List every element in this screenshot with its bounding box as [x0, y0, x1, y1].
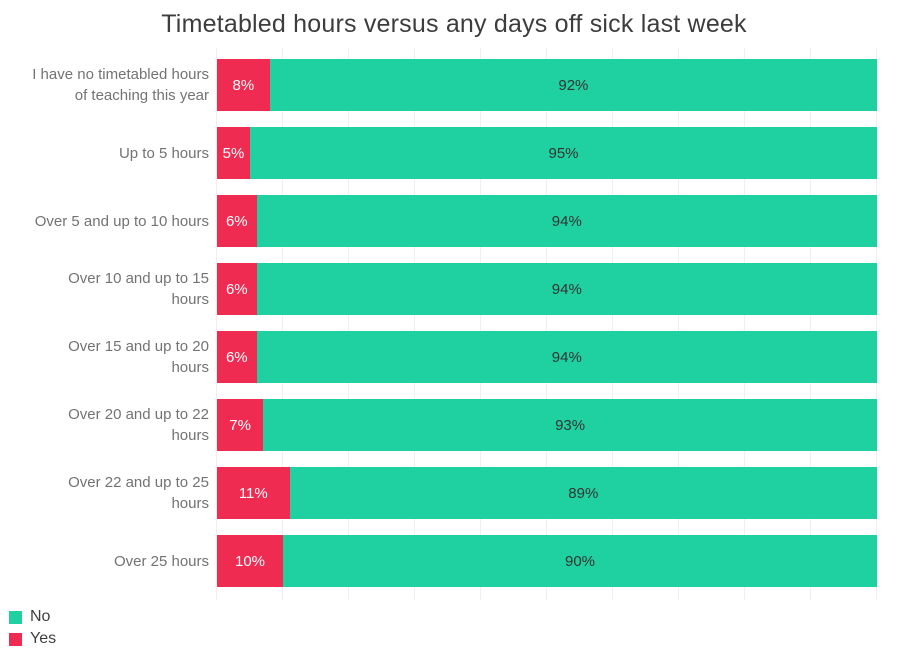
stacked-bar: 6% 94%	[217, 331, 877, 383]
chart-row: Over 10 and up to 15 hours 6% 94%	[0, 263, 877, 315]
chart-row: Over 20 and up to 22 hours 7% 93%	[0, 399, 877, 451]
stacked-bar: 7% 93%	[217, 399, 877, 451]
chart-title: Timetabled hours versus any days off sic…	[161, 10, 747, 38]
yes-segment: 6%	[217, 195, 257, 247]
stacked-bar: 6% 94%	[217, 263, 877, 315]
no-value-label: 93%	[555, 416, 586, 434]
no-value-label: 94%	[551, 348, 582, 366]
legend-label-yes: Yes	[30, 630, 57, 647]
category-label: Up to 5 hours	[118, 144, 209, 162]
chart-row: Over 5 and up to 10 hours 6% 94%	[0, 195, 877, 247]
chart-row: Up to 5 hours 5% 95%	[0, 127, 877, 179]
stacked-bar: 10% 90%	[217, 535, 877, 587]
no-segment: 94%	[256, 195, 877, 247]
no-segment: 90%	[283, 535, 877, 587]
no-segment: 95%	[250, 127, 877, 179]
legend-swatch-no-icon	[9, 610, 22, 624]
yes-value-label: 5%	[222, 144, 245, 162]
category-label: Over 10 and up to 15 hours	[68, 270, 209, 308]
yes-segment: 8%	[217, 59, 270, 111]
chart-row: Over 22 and up to 25 hours 11% 89%	[0, 467, 877, 519]
chart-row: Over 25 hours 10% 90%	[0, 535, 877, 587]
no-value-label: 95%	[548, 144, 579, 162]
yes-value-label: 10%	[234, 552, 266, 570]
legend: No Yes	[9, 606, 56, 650]
category-label: I have no timetabled hours of teaching t…	[32, 66, 209, 104]
legend-item-yes: Yes	[9, 628, 56, 650]
no-value-label: 89%	[568, 484, 599, 502]
no-segment: 89%	[289, 467, 877, 519]
no-segment: 92%	[269, 59, 877, 111]
yes-value-label: 7%	[229, 416, 251, 434]
no-segment: 94%	[256, 331, 877, 383]
yes-value-label: 6%	[225, 212, 248, 230]
no-segment: 94%	[256, 263, 877, 315]
category-label: Over 25 hours	[113, 552, 209, 570]
stacked-bar: 5% 95%	[217, 127, 877, 179]
yes-value-label: 6%	[225, 280, 248, 298]
legend-item-no: No	[9, 606, 56, 628]
category-label: Over 5 and up to 10 hours	[34, 212, 209, 230]
yes-segment: 6%	[217, 331, 257, 383]
yes-segment: 6%	[217, 263, 257, 315]
stacked-bar: 6% 94%	[217, 195, 877, 247]
chart-row: Over 15 and up to 20 hours 6% 94%	[0, 331, 877, 383]
yes-segment: 7%	[217, 399, 264, 451]
yes-value-label: 6%	[225, 348, 248, 366]
no-value-label: 94%	[551, 212, 582, 230]
yes-value-label: 11%	[238, 484, 268, 502]
legend-label-no: No	[30, 608, 51, 625]
yes-segment: 5%	[217, 127, 250, 179]
no-segment: 93%	[263, 399, 877, 451]
no-value-label: 90%	[564, 552, 596, 570]
yes-segment: 11%	[217, 467, 290, 519]
bars-container: I have no timetabled hours of teaching t…	[0, 59, 877, 603]
stacked-bar: 11% 89%	[217, 467, 877, 519]
yes-segment: 10%	[217, 535, 283, 587]
category-label: Over 22 and up to 25 hours	[68, 474, 209, 512]
stacked-bar: 8% 92%	[217, 59, 877, 111]
legend-swatch-yes-icon	[9, 632, 22, 646]
chart-row: I have no timetabled hours of teaching t…	[0, 59, 877, 111]
category-label: Over 15 and up to 20 hours	[68, 338, 209, 376]
yes-value-label: 8%	[232, 76, 255, 94]
no-value-label: 92%	[558, 76, 589, 94]
no-value-label: 94%	[551, 280, 582, 298]
category-label: Over 20 and up to 22 hours	[68, 406, 209, 444]
